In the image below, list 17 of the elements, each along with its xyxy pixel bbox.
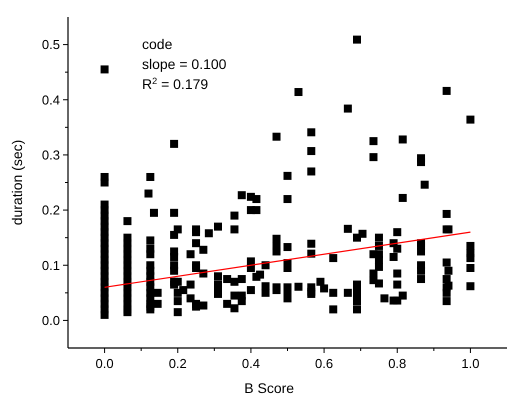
annotation: code — [142, 36, 173, 52]
y-tick-label: 0.5 — [42, 37, 60, 52]
annotation: slope = 0.100 — [142, 56, 227, 72]
x-tick-label: 0.2 — [168, 356, 187, 371]
x-tick-label: 1.0 — [461, 356, 480, 371]
annotation: R$^{2}$ = 0.179 — [142, 76, 208, 92]
y-tick-label: 0.4 — [42, 92, 60, 108]
y-tick-label: 0.1 — [42, 258, 60, 273]
y-axis-title: duration (sec) — [9, 140, 25, 226]
y-tick-label: 0.0 — [42, 312, 60, 328]
x-tick-label: 0.8 — [388, 356, 406, 371]
y-tick-label: 0.3 — [42, 147, 60, 162]
x-tick-label: 0.6 — [315, 356, 334, 371]
y-tick-label: 0.2 — [42, 202, 60, 218]
x-tick-label: 0.0 — [96, 356, 114, 371]
x-tick-label: 0.4 — [242, 356, 260, 371]
x-axis-title: B Score — [244, 380, 294, 396]
